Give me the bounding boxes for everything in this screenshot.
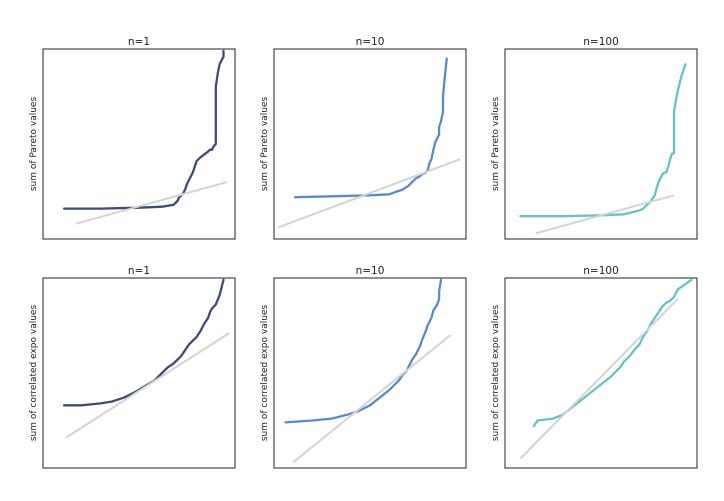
subplot-5: n=10 sum of correlated expo values (260, 265, 467, 469)
data-series-line (284, 278, 443, 424)
subplot-title: n=10 (356, 265, 385, 277)
subplot-title: n=1 (128, 265, 150, 277)
reference-line (65, 332, 230, 439)
plot-frame (42, 48, 236, 240)
y-axis-label: sum of Pareto values (29, 97, 39, 192)
y-axis-label: sum of Pareto values (260, 97, 270, 192)
data-series-line (62, 278, 225, 407)
reference-line (519, 298, 679, 460)
reference-line (535, 194, 675, 235)
plot-frame (273, 48, 467, 240)
y-axis-label: sum of Pareto values (491, 97, 501, 192)
y-axis-label: sum of correlated expo values (29, 305, 39, 442)
data-series-line (62, 49, 225, 210)
reference-line (75, 181, 228, 225)
subplot-title: n=100 (583, 36, 619, 48)
subplot-4: n=1 sum of correlated expo values (29, 265, 236, 469)
data-series-line (519, 63, 687, 218)
plot-frame (504, 277, 698, 469)
plot-frame (504, 48, 698, 240)
subplot-title: n=1 (128, 36, 150, 48)
subplot-title: n=10 (356, 36, 385, 48)
subplot-6: n=100 sum of correlated expo values (491, 265, 698, 469)
reference-line (292, 334, 452, 464)
y-axis-label: sum of correlated expo values (491, 305, 501, 442)
plot-frame (42, 277, 236, 469)
panel-grid: n=1 sum of Pareto values n=10 sum of Pareto… (29, 36, 698, 469)
reference-line (277, 158, 461, 229)
subplot-3: n=100 sum of Pareto values (491, 36, 698, 240)
subplot-2: n=10 sum of Pareto values (260, 36, 467, 240)
y-axis-label: sum of correlated expo values (260, 305, 270, 442)
subplot-1: n=1 sum of Pareto values (29, 36, 236, 240)
subplot-title: n=100 (583, 265, 619, 277)
